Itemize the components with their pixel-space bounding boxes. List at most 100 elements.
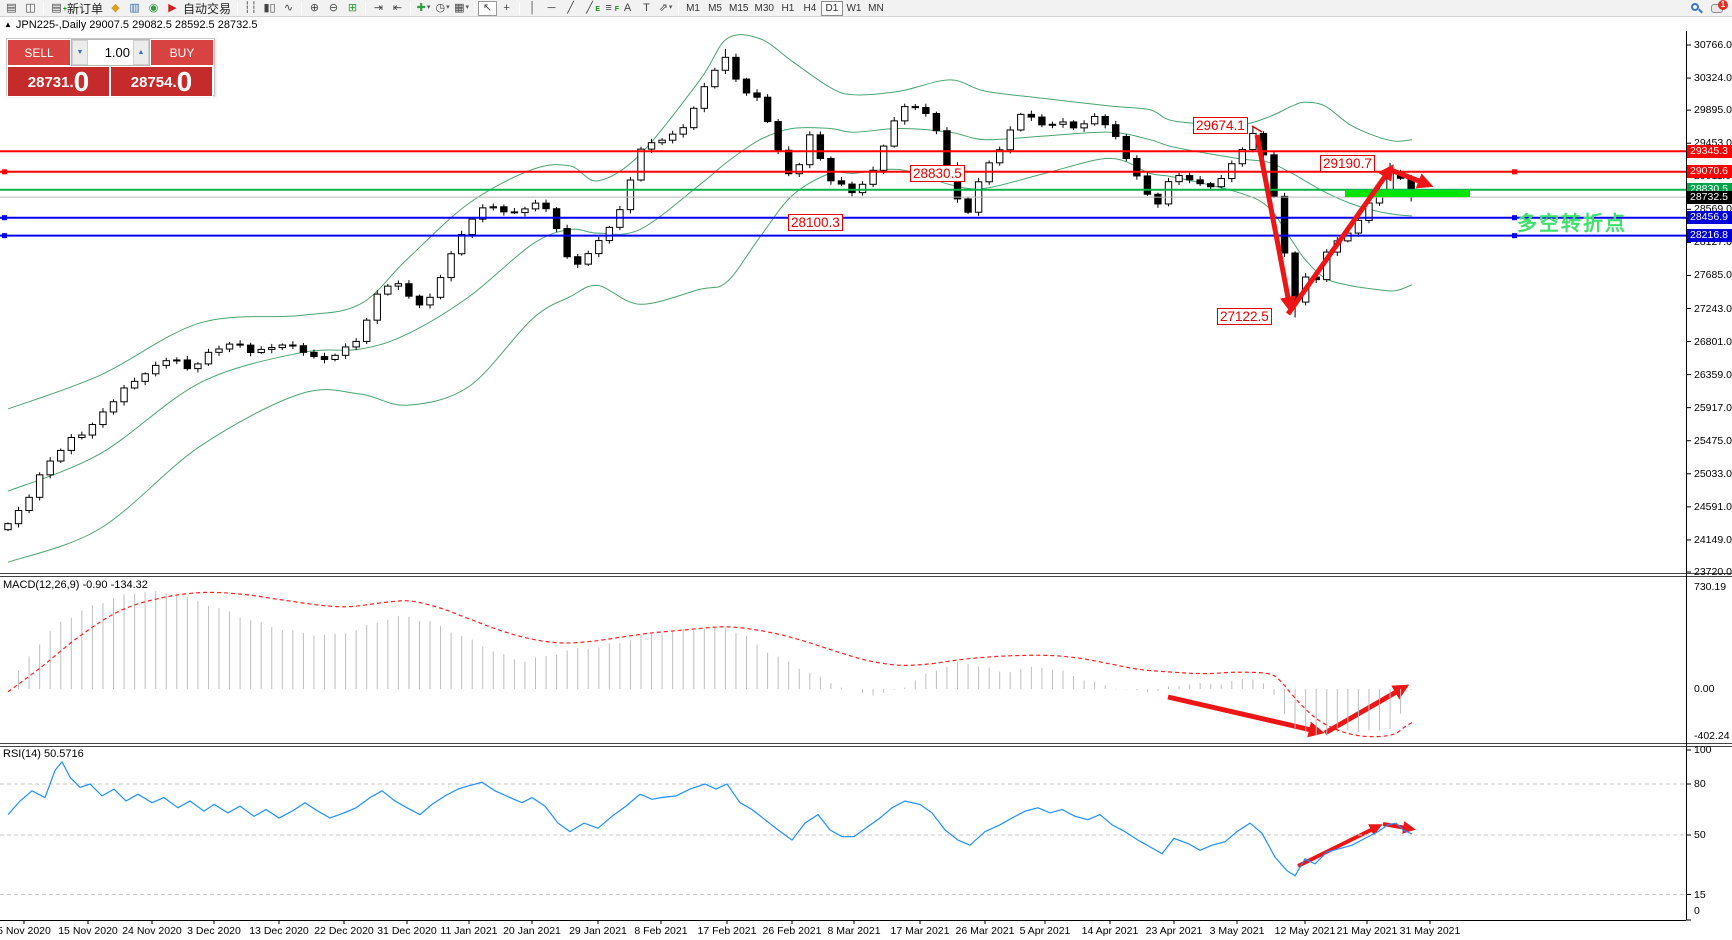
new-chart-icon[interactable]: ▤ xyxy=(6,2,17,14)
price-tick-label: 30766.0 xyxy=(1694,39,1732,51)
toolbar-separator xyxy=(474,1,476,15)
hline-handle[interactable] xyxy=(1512,215,1517,221)
timeframe-mn-button[interactable]: MN xyxy=(868,2,884,14)
turning-point-note[interactable]: 多空转折点 xyxy=(1517,213,1627,235)
vertical-line-icon[interactable]: │ xyxy=(529,2,536,14)
hline-handle[interactable] xyxy=(2,233,7,239)
date-label: 8 Mar 2021 xyxy=(827,925,881,937)
print-icon[interactable]: ▥ xyxy=(129,2,140,14)
zoom-out-icon[interactable]: ⊖ xyxy=(328,2,339,14)
date-label: 11 Jan 2021 xyxy=(440,925,498,937)
line-chart-icon[interactable]: ∿ xyxy=(283,2,294,14)
toolbar-separator xyxy=(678,1,680,15)
date-label: 31 Dec 2020 xyxy=(377,925,437,937)
price-tick-label: 24149.0 xyxy=(1694,533,1732,546)
macd-panel xyxy=(7,591,1413,738)
cursor-icon[interactable]: ↖ xyxy=(478,0,498,16)
signal-icon[interactable]: ◉ xyxy=(148,2,159,14)
toolbar-separator xyxy=(365,1,367,15)
price-tick-label: 25033.0 xyxy=(1694,467,1732,480)
fibonacci-icon[interactable]: ≡ F xyxy=(605,2,620,14)
periods-icon[interactable]: ◷ ▾ xyxy=(435,2,450,14)
timeframe-m15-button[interactable]: M15 xyxy=(729,2,749,14)
volume-decrease-button[interactable]: ▼ xyxy=(72,40,88,65)
price-tick-label: 23720.0 xyxy=(1694,566,1732,578)
horizontal-line-icon[interactable]: ─ xyxy=(547,2,556,14)
timeframe-h4-button[interactable]: H4 xyxy=(803,2,817,14)
symbol-bar: ▲ JPN225-,Daily 29007.5 29082.5 28592.5 … xyxy=(0,18,1732,31)
chart-preview-icon[interactable]: ◫ xyxy=(25,2,36,14)
price-levels xyxy=(0,150,1686,239)
price-level-badge-28732.5: 28732.5 xyxy=(1687,190,1732,204)
timeframe-m1-button[interactable]: M1 xyxy=(686,2,700,14)
price-tick-label: 24591.0 xyxy=(1694,500,1732,513)
axis-ticks xyxy=(23,44,1691,924)
green-support-bar[interactable] xyxy=(1345,190,1470,197)
text-label-icon[interactable]: T xyxy=(643,2,650,14)
equidistant-channel-icon[interactable]: ╱ E xyxy=(586,2,601,14)
one-click-trading-panel: SELL ▼ ▲ BUY 28731.0 28754.0 xyxy=(6,38,215,97)
hline-handle[interactable] xyxy=(2,215,7,221)
zoom-in-icon[interactable]: ⊕ xyxy=(309,2,320,14)
note-27122[interactable]: 27122.5 xyxy=(1217,308,1272,325)
hline-handle[interactable] xyxy=(1512,233,1517,239)
auto-trading-icon[interactable]: ▶ xyxy=(168,2,177,14)
boll-lower xyxy=(7,157,1413,563)
price-tick-label: 27685.0 xyxy=(1694,269,1732,282)
collapse-chart-icon[interactable]: ▲ xyxy=(4,20,12,29)
buy-price[interactable]: 28754. 0 xyxy=(110,66,213,97)
price-tick-label: 26359.0 xyxy=(1694,368,1732,381)
note-28830[interactable]: 28830.5 xyxy=(910,165,965,182)
crosshair-icon[interactable]: + xyxy=(503,2,510,14)
panel-frames xyxy=(0,31,1732,921)
timeframe-m5-button[interactable]: M5 xyxy=(708,2,722,14)
text-icon[interactable]: A xyxy=(623,2,632,14)
note-29674[interactable]: 29674.1 xyxy=(1193,117,1248,134)
sell-price[interactable]: 28731. 0 xyxy=(7,66,110,97)
hline-handle[interactable] xyxy=(2,169,7,175)
new-order-icon[interactable]: ▤ + xyxy=(51,2,67,14)
buy-button[interactable]: BUY xyxy=(150,39,214,66)
eraser-icon[interactable]: ◆ xyxy=(111,2,120,14)
chart-shift-icon[interactable]: ⇤ xyxy=(392,2,403,14)
new-order-label[interactable]: 新订单 xyxy=(67,1,104,16)
auto-trading-label[interactable]: 自动交易 xyxy=(183,1,232,16)
auto-scroll-icon[interactable]: ⇥ xyxy=(373,2,384,14)
macd-indicator-label: MACD(12,26,9) -0.90 -134.32 xyxy=(3,579,148,591)
date-label: 13 Dec 2020 xyxy=(249,925,309,937)
price-tick-label: 25475.0 xyxy=(1694,434,1732,447)
bar-chart-icon[interactable]: ┆┆ xyxy=(243,2,258,14)
indicators-icon[interactable]: ✚ ▾ xyxy=(416,2,431,14)
toolbar-separator xyxy=(301,1,303,15)
date-label: 24 Nov 2020 xyxy=(122,925,182,937)
sell-button[interactable]: SELL xyxy=(7,39,71,66)
timeframe-m30-button[interactable]: M30 xyxy=(754,2,774,14)
price-level-badge-28216.8: 28216.8 xyxy=(1687,229,1732,243)
hline-handle[interactable] xyxy=(1512,169,1517,175)
search-icon[interactable] xyxy=(1690,2,1703,15)
templates-icon[interactable]: ▦ ▾ xyxy=(454,2,469,14)
timeframe-d1-button[interactable]: D1 xyxy=(820,0,843,16)
price-level-badge-28456.9: 28456.9 xyxy=(1687,211,1732,225)
timeframe-h1-button[interactable]: H1 xyxy=(781,2,795,14)
timeframe-w1-button[interactable]: W1 xyxy=(846,2,862,14)
drawn-arrows[interactable] xyxy=(1167,125,1434,868)
trendline-icon[interactable]: ╱ xyxy=(567,2,574,14)
tile-windows-icon[interactable]: ⊞ xyxy=(347,2,358,14)
toolbar-separator xyxy=(237,1,239,15)
note-28100[interactable]: 28100.3 xyxy=(788,214,843,231)
sell-price-big-digit: 0 xyxy=(73,66,90,97)
arrows-icon[interactable]: ⇗ ▾ xyxy=(658,2,673,14)
volume-increase-button[interactable]: ▲ xyxy=(133,40,149,65)
rsi-line xyxy=(7,760,1413,877)
notification-badge: 1 xyxy=(1718,0,1728,10)
volume-input[interactable] xyxy=(88,40,133,65)
symbol-ohlc-text: JPN225-,Daily 29007.5 29082.5 28592.5 28… xyxy=(15,18,258,31)
note-29190[interactable]: 29190.7 xyxy=(1320,155,1375,172)
boll-upper xyxy=(7,34,1413,410)
date-label: 15 Nov 2020 xyxy=(58,925,118,937)
notifications-icon[interactable]: 1 xyxy=(1711,0,1728,14)
candlestick-chart-icon[interactable]: ▮▯ xyxy=(263,2,276,14)
